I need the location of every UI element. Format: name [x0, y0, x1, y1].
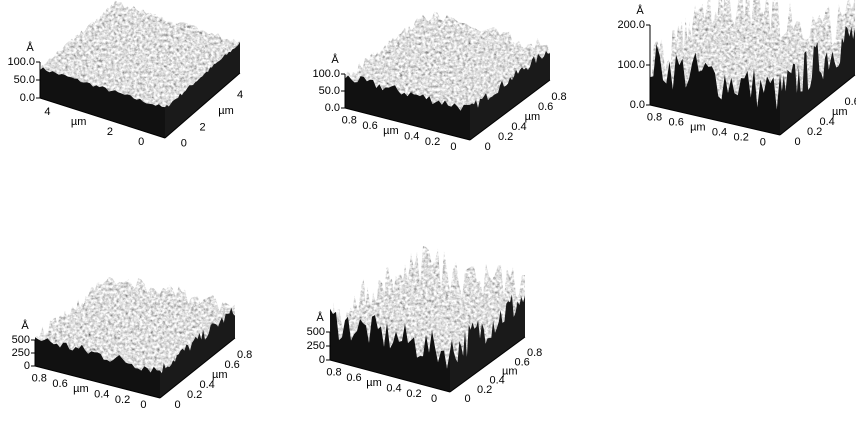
y-axis-label: 0 [465, 393, 471, 405]
y-axis-label: 0 [485, 141, 491, 153]
x-axis-label: 0.8 [32, 373, 47, 385]
x-axis-label: 0.4 [712, 126, 727, 138]
y-axis-label: 0 [795, 136, 801, 148]
z-unit: Å [636, 4, 644, 17]
z-unit: Å [316, 311, 324, 324]
x-axis-label: µm [73, 383, 89, 395]
x-axis-label: 0.2 [425, 136, 440, 148]
x-axis-label: 0.6 [52, 378, 67, 390]
z-tick-label: 50.0 [14, 74, 35, 86]
z-tick-label: 100.0 [7, 56, 35, 68]
z-tick-label: 500 [12, 334, 30, 346]
x-axis-label: µm [690, 121, 706, 133]
x-axis-label: 0.4 [404, 131, 419, 143]
x-axis-label: µm [366, 377, 382, 389]
y-axis-label: 0.8 [527, 347, 542, 359]
x-axis-label: 0.8 [326, 367, 341, 379]
x-axis-label: 2 [107, 126, 113, 138]
x-axis-label: 0 [760, 136, 766, 148]
y-axis-label: 0 [181, 138, 187, 150]
z-unit: Å [26, 41, 34, 54]
x-axis-label: 0.4 [386, 383, 401, 395]
z-tick-label: 0.0 [630, 99, 645, 111]
x-axis-label: 0.2 [115, 394, 130, 406]
z-tick-label: 250 [307, 340, 325, 352]
z-tick-label: 0.0 [20, 92, 35, 104]
y-axis-label: 0.8 [551, 91, 566, 103]
z-tick-label: 0 [319, 354, 325, 366]
z-tick-label: 0 [24, 360, 30, 372]
x-axis-label: 0 [431, 393, 437, 405]
z-tick-label: 50.0 [319, 85, 340, 97]
x-axis-label: 0.2 [406, 388, 421, 400]
x-axis-label: 0.6 [669, 116, 684, 128]
x-axis-label: µm [383, 125, 399, 137]
x-axis-label: 0.2 [734, 131, 749, 143]
y-axis-label: 0 [175, 399, 181, 411]
z-tick-label: 200.0 [617, 19, 645, 31]
x-axis-label: 0.6 [362, 120, 377, 132]
y-axis-label: 0.6 [845, 96, 856, 108]
x-axis-label: 0.8 [647, 111, 662, 123]
z-tick-label: 0.0 [325, 102, 340, 114]
z-tick-label: 100.0 [312, 68, 340, 80]
z-unit: Å [331, 53, 339, 66]
z-tick-label: 250 [12, 347, 30, 359]
y-axis-label: 2 [200, 121, 206, 133]
x-axis-label: 0.6 [346, 372, 361, 384]
x-axis-label: 4 [44, 106, 50, 118]
x-axis-label: µm [71, 116, 87, 128]
z-unit: Å [21, 319, 29, 332]
x-axis-label: 0 [140, 399, 146, 411]
y-axis-label: µm [218, 105, 234, 117]
x-axis-label: 0.8 [342, 115, 357, 127]
x-axis-label: 0 [450, 141, 456, 153]
z-tick-label: 500 [307, 326, 325, 338]
x-axis-label: 0.4 [94, 389, 109, 401]
z-tick-label: 100.0 [617, 59, 645, 71]
y-axis-label: 0.8 [237, 349, 252, 361]
x-axis-label: 0 [138, 136, 144, 148]
figure: 100.050.00.0Å4µm2002µm4100.050.00.0Å0.80… [0, 0, 856, 421]
y-axis-label: 4 [237, 89, 243, 101]
